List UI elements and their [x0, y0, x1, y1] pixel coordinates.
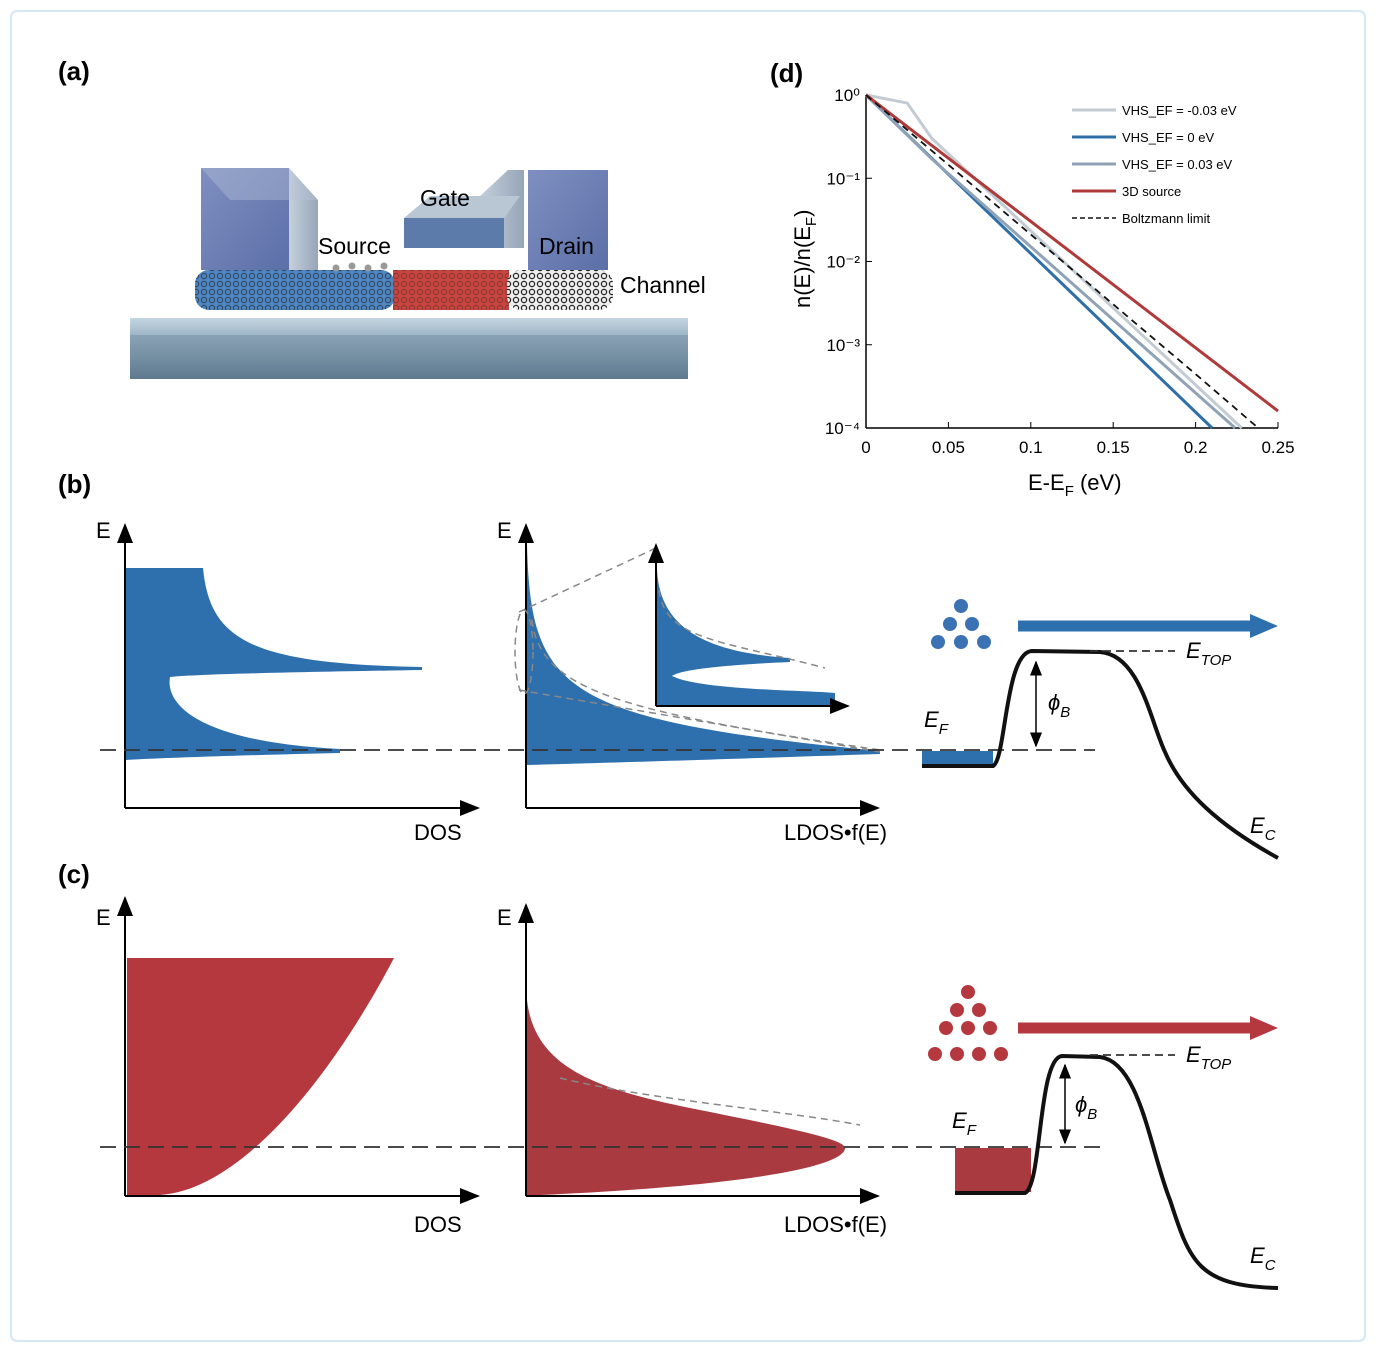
axis-label: E	[497, 905, 512, 930]
y-tick-label: 10⁻⁴	[825, 419, 860, 438]
y-tick-label: 10⁻²	[826, 253, 860, 272]
legend-label: VHS_EF = 0.03 eV	[1122, 157, 1233, 172]
x-axis-title: E-EF (eV)	[1028, 470, 1122, 500]
dos-plot	[117, 523, 480, 816]
band-label: ETOP	[1186, 638, 1231, 669]
band-label: EF	[924, 707, 949, 738]
y-tick-label: 10⁻¹	[826, 169, 860, 188]
x-tick-label: 0	[861, 438, 870, 457]
axis-label: DOS	[414, 820, 462, 845]
panel-label: (a)	[58, 56, 90, 86]
axis-label: LDOS•f(E)	[784, 1212, 887, 1237]
x-tick-label: 0.05	[932, 438, 965, 457]
axis-label: E	[497, 518, 512, 543]
device-label: Drain	[539, 233, 594, 259]
band-label: EF	[952, 1108, 977, 1139]
legend-label: Boltzmann limit	[1122, 211, 1211, 226]
legend-label: 3D source	[1122, 184, 1181, 199]
x-tick-label: 0.1	[1019, 438, 1043, 457]
band-label: EC	[1250, 1243, 1276, 1274]
axis-label: E	[96, 905, 111, 930]
device-label: Source	[318, 233, 391, 259]
axis-label: LDOS•f(E)	[784, 820, 887, 845]
series-line	[865, 93, 1243, 430]
legend-label: VHS_EF = -0.03 eV	[1122, 103, 1237, 118]
band-label: ϕB	[1075, 1092, 1097, 1123]
x-tick-label: 0.15	[1097, 438, 1130, 457]
series-line	[865, 93, 1279, 413]
band-label: ϕB	[1048, 690, 1070, 721]
panel-label: (b)	[58, 469, 91, 499]
series-line	[864, 93, 1237, 430]
series-line	[865, 94, 1259, 429]
panel-label: (c)	[58, 859, 90, 889]
axis-label: DOS	[414, 1212, 462, 1237]
y-tick-label: 10⁻³	[826, 336, 860, 355]
y-axis-title: n(E)/n(EF)	[790, 210, 820, 308]
x-tick-label: 0.25	[1261, 438, 1294, 457]
legend-label: VHS_EF = 0 eV	[1122, 130, 1214, 145]
band-label: EC	[1250, 813, 1276, 844]
panel-label: (d)	[770, 58, 803, 88]
band-diagram	[922, 599, 1279, 860]
axis-label: E	[96, 518, 111, 543]
device	[130, 168, 688, 379]
x-tick-label: 0.2	[1184, 438, 1208, 457]
band-diagram	[928, 985, 1279, 1290]
device-label: Gate	[420, 185, 470, 211]
y-tick-label: 10⁰	[834, 86, 860, 105]
ldos-plot	[514, 523, 881, 816]
device-label: Channel	[620, 272, 706, 298]
chart: 0 0.05 0.1 0.15 0.2 0.25 10⁰ 10⁻¹ 10⁻² 10⁻³ 10⁻⁴ VH…	[825, 86, 1295, 457]
band-label: ETOP	[1186, 1042, 1231, 1073]
